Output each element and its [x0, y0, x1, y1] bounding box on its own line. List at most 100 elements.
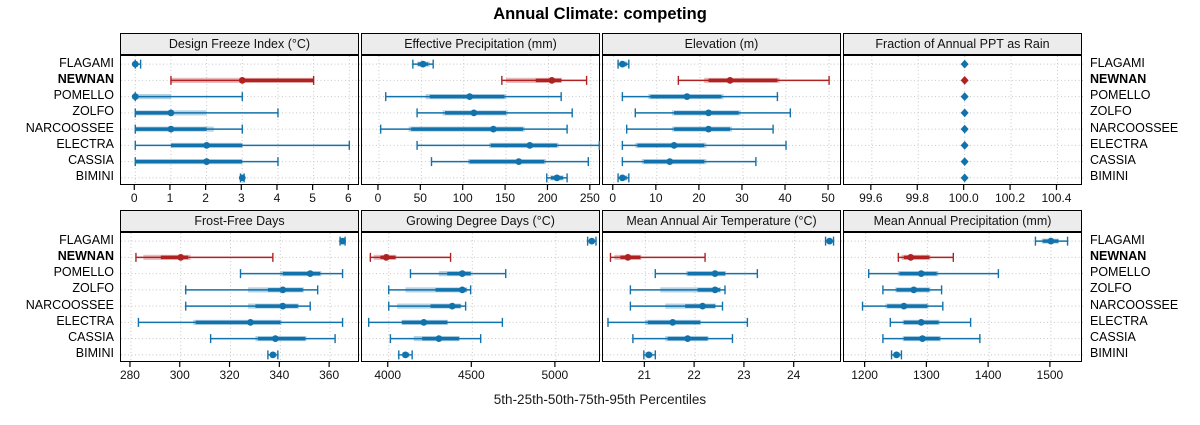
site-label-newnan: NEWNAN [1090, 248, 1147, 263]
interval-row-narcoossee [629, 301, 724, 311]
median-marker [269, 351, 277, 359]
axis-ticks [387, 362, 556, 367]
axis-tick-label: 50 [821, 191, 835, 205]
interval-row-zolfo [185, 285, 319, 295]
site-label-electra: ELECTRA [1090, 136, 1148, 151]
interval-row-narcoossee [388, 301, 467, 311]
site-label-zolfo: ZOLFO [1090, 281, 1132, 296]
median-marker [618, 60, 626, 68]
axis-ticks [133, 185, 349, 190]
median-marker [960, 157, 969, 167]
interval-row-flagami [339, 236, 346, 246]
axis-tick-label: 0 [374, 191, 382, 205]
median-marker [458, 286, 466, 294]
interval-row-flagami [1034, 236, 1069, 246]
panel-canvas [362, 233, 601, 363]
axis-tick-label: 1500 [1036, 368, 1064, 382]
interval-row-bimini [546, 173, 568, 183]
axis-ticks [612, 185, 829, 190]
interval-row-electra [960, 140, 969, 150]
median-marker [618, 174, 626, 182]
interval-row-zolfo [629, 285, 726, 295]
median-marker [526, 141, 534, 149]
interval-row-pomello [654, 269, 759, 279]
axis-tick-label: 4000 [374, 368, 402, 382]
interval-row-flagami [960, 59, 969, 69]
median-marker [238, 174, 246, 182]
interval-row-zolfo [416, 108, 573, 118]
axis-tick-label: 5000 [541, 368, 569, 382]
median-marker [711, 270, 719, 278]
median-marker [1047, 237, 1055, 245]
interval-row-flagami [824, 236, 835, 246]
median-marker [960, 75, 969, 85]
axis-tick-label: 100.4 [1041, 191, 1072, 205]
interval-row-newnan [677, 75, 830, 85]
site-label-electra: ELECTRA [56, 136, 114, 151]
median-marker [203, 141, 211, 149]
panel-strip: Effective Precipitation (mm) [361, 33, 600, 55]
panel-strip-title: Design Freeze Index (°C) [168, 37, 311, 51]
axis-tick-label: 300 [169, 368, 190, 382]
axis-tick-label: 4 [273, 191, 281, 205]
axis-tick-label: 99.6 [859, 191, 883, 205]
panel-axis [120, 362, 359, 368]
axis-tick-label: 3 [237, 191, 245, 205]
interval-row-newnan [369, 252, 452, 262]
site-label-flagami: FLAGAMI [1090, 232, 1145, 247]
median-marker [167, 125, 175, 133]
panel-plot-area [120, 232, 360, 363]
median-marker [711, 286, 719, 294]
axis-ticks [870, 185, 1058, 190]
panel-canvas [362, 56, 601, 186]
percentile-caption: 5th-25th-50th-75th-95th Percentiles [493, 392, 707, 407]
site-label-narcoossee: NARCOOSSEE [1090, 120, 1179, 135]
axis-tick-label: 99.8 [905, 191, 929, 205]
axis-tick-label: 10 [649, 191, 663, 205]
interval-row-electra [607, 317, 749, 327]
interval-row-narcoossee [185, 301, 311, 311]
median-marker [419, 60, 427, 68]
panel-strip-title: Frost-Free Days [194, 214, 285, 228]
median-marker [167, 109, 175, 117]
interval-row-pomello [960, 92, 969, 102]
panel-plot-area [361, 232, 601, 363]
interval-row-electra [621, 140, 787, 150]
interval-row-newnan [501, 75, 588, 85]
site-label-narcoossee: NARCOOSSEE [25, 120, 114, 135]
median-marker [705, 109, 712, 117]
median-marker [306, 270, 314, 278]
interval-row-cassia [882, 334, 981, 344]
interval-row-pomello [385, 92, 562, 102]
panel-canvas [844, 233, 1083, 363]
site-label-electra: ELECTRA [1090, 313, 1148, 328]
panel-strip-title: Mean Annual Air Temperature (°C) [626, 214, 817, 228]
axis-ticks [129, 362, 330, 367]
panel-strip-title: Mean Annual Precipitation (mm) [873, 214, 1052, 228]
panel-plot-area [602, 55, 842, 186]
median-marker [448, 302, 456, 310]
panel-strip: Design Freeze Index (°C) [120, 33, 359, 55]
panel-axis [602, 362, 841, 368]
axis-ticks [377, 185, 591, 190]
site-label-bimini: BIMINI [75, 169, 114, 184]
axis-tick-label: 4500 [457, 368, 485, 382]
interval-row-pomello [131, 92, 243, 102]
site-label-bimini: BIMINI [1090, 346, 1129, 361]
median-marker [588, 237, 596, 245]
interval-row-zolfo [634, 108, 792, 118]
interval-row-bimini [267, 350, 279, 360]
interval-row-bimini [960, 173, 969, 183]
axis-tick-label: 6 [344, 191, 352, 205]
interval-row-newnan [135, 252, 274, 262]
interval-row-zolfo [882, 285, 943, 295]
axis-tick-label: 23 [737, 368, 751, 382]
axis-tick-label: 2 [202, 191, 209, 205]
median-marker [919, 335, 926, 343]
interval-row-pomello [409, 269, 507, 279]
site-label-flagami: FLAGAMI [59, 232, 114, 247]
panel-axis [361, 185, 600, 191]
interval-row-electra [367, 317, 504, 327]
